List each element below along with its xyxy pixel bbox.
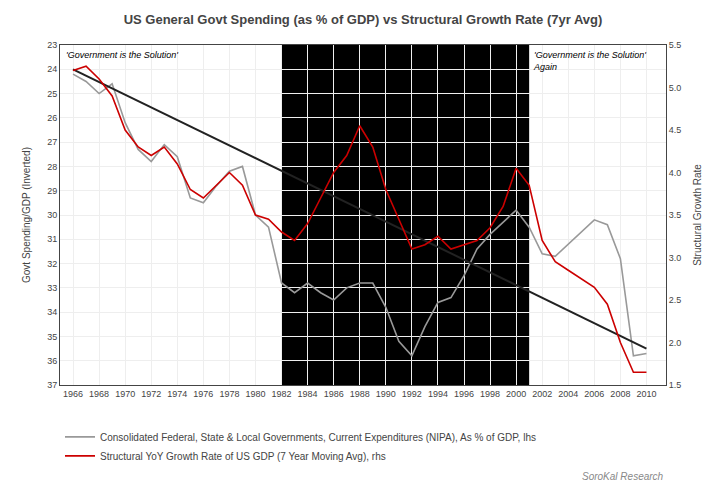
svg-text:30: 30 — [47, 210, 57, 220]
svg-text:25: 25 — [47, 89, 57, 99]
svg-text:1992: 1992 — [402, 389, 422, 399]
svg-text:1.5: 1.5 — [669, 380, 682, 390]
svg-text:32: 32 — [47, 259, 57, 269]
svg-text:Govt Spending/GDP (Inverted): Govt Spending/GDP (Inverted) — [21, 147, 32, 283]
svg-text:1972: 1972 — [141, 389, 161, 399]
svg-text:1990: 1990 — [376, 389, 396, 399]
svg-text:2008: 2008 — [610, 389, 630, 399]
svg-text:1968: 1968 — [89, 389, 109, 399]
svg-text:5.0: 5.0 — [669, 83, 682, 93]
svg-text:4.0: 4.0 — [669, 168, 682, 178]
svg-text:1982: 1982 — [272, 389, 292, 399]
svg-text:37: 37 — [47, 380, 57, 390]
svg-text:5.5: 5.5 — [669, 40, 682, 50]
svg-text:1970: 1970 — [115, 389, 135, 399]
svg-text:1984: 1984 — [298, 389, 318, 399]
svg-text:2000: 2000 — [506, 389, 526, 399]
svg-text:1994: 1994 — [428, 389, 448, 399]
svg-text:2006: 2006 — [584, 389, 604, 399]
svg-text:3.5: 3.5 — [669, 210, 682, 220]
svg-text:1966: 1966 — [63, 389, 83, 399]
svg-text:36: 36 — [47, 356, 57, 366]
svg-text:34: 34 — [47, 307, 57, 317]
svg-text:2004: 2004 — [558, 389, 578, 399]
svg-text:33: 33 — [47, 283, 57, 293]
svg-text:2002: 2002 — [532, 389, 552, 399]
svg-text:3.0: 3.0 — [669, 253, 682, 263]
svg-text:2010: 2010 — [636, 389, 656, 399]
svg-text:1980: 1980 — [245, 389, 265, 399]
svg-text:27: 27 — [47, 137, 57, 147]
svg-text:31: 31 — [47, 234, 57, 244]
svg-text:Consolidated Federal, State &: Consolidated Federal, State & Local Gove… — [100, 432, 536, 443]
svg-text:2.5: 2.5 — [669, 295, 682, 305]
svg-text:1978: 1978 — [219, 389, 239, 399]
svg-text:1996: 1996 — [454, 389, 474, 399]
svg-text:24: 24 — [47, 64, 57, 74]
svg-text:1976: 1976 — [193, 389, 213, 399]
svg-text:1998: 1998 — [480, 389, 500, 399]
svg-text:4.5: 4.5 — [669, 125, 682, 135]
svg-text:'Government is the Solution': 'Government is the Solution' — [66, 50, 178, 60]
svg-text:Structural Growth Rate: Structural Growth Rate — [692, 164, 703, 266]
svg-text:'Government is the Solution'Ag: 'Government is the Solution'Again — [533, 50, 646, 72]
svg-text:23: 23 — [47, 40, 57, 50]
svg-text:35: 35 — [47, 332, 57, 342]
svg-text:Structural YoY Growth Rate of: Structural YoY Growth Rate of US GDP (7 … — [100, 451, 386, 462]
svg-text:26: 26 — [47, 113, 57, 123]
svg-text:SoroKal Research: SoroKal Research — [582, 471, 664, 482]
svg-text:1988: 1988 — [350, 389, 370, 399]
svg-text:US General Govt Spending (as %: US General Govt Spending (as % of GDP) v… — [124, 12, 603, 27]
svg-text:29: 29 — [47, 186, 57, 196]
svg-text:28: 28 — [47, 162, 57, 172]
svg-text:2.0: 2.0 — [669, 338, 682, 348]
svg-text:1974: 1974 — [167, 389, 187, 399]
svg-text:1986: 1986 — [324, 389, 344, 399]
